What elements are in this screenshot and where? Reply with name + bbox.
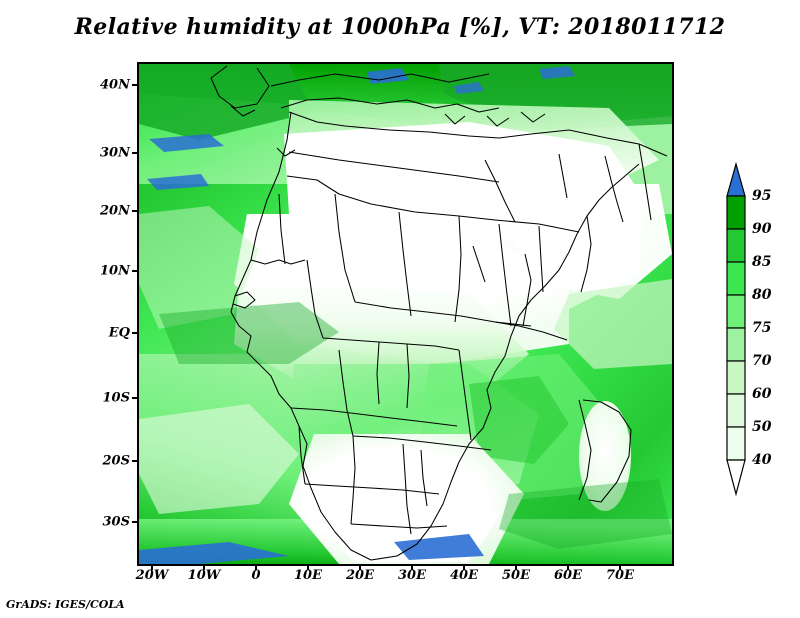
grads-attribution: GrADS: IGES/COLA: [6, 598, 125, 611]
x-tick-label-60E: 60E: [554, 568, 582, 583]
x-tick-mark: [463, 564, 465, 570]
colorbar-band-80-85: [726, 261, 746, 296]
x-tick-label-10E: 10E: [294, 568, 322, 583]
colorbar-over-arrow: [726, 161, 746, 197]
x-tick-label-50E: 50E: [502, 568, 530, 583]
y-tick-label-10S: 10S: [102, 390, 130, 406]
colorbar-label-40: 40: [752, 452, 772, 468]
y-tick-label-10N: 10N: [100, 263, 130, 279]
x-tick-label-20W: 20W: [135, 568, 169, 583]
colorbar-band-90-95: [726, 195, 746, 230]
colorbar-band-70-75: [726, 327, 746, 362]
y-tick-label-EQ: EQ: [108, 325, 130, 341]
y-tick-label-40N: 40N: [100, 77, 130, 93]
y-tick-label-20N: 20N: [100, 203, 130, 219]
x-tick-label-40E: 40E: [450, 568, 478, 583]
x-tick-mark: [203, 564, 205, 570]
y-tick-mark: [132, 270, 138, 272]
y-tick-mark: [132, 521, 138, 523]
colorbar-band-60-70: [726, 360, 746, 395]
x-tick-label-20E: 20E: [346, 568, 374, 583]
x-tick-mark: [619, 564, 621, 570]
coastline-border-layer: [210, 65, 668, 561]
colorbar-band-75-80: [726, 294, 746, 329]
colorbar-label-90: 90: [752, 221, 772, 237]
colorbar-band-50-60: [726, 393, 746, 428]
colorbar-band-40-50: [726, 426, 746, 461]
x-tick-mark: [515, 564, 517, 570]
y-tick-mark: [132, 210, 138, 212]
y-tick-label-30N: 30N: [100, 145, 130, 161]
colorbar-band-85-90: [726, 228, 746, 263]
y-tick-mark: [132, 332, 138, 334]
colorbar-under-arrow: [726, 459, 746, 497]
colorbar-svg: [726, 161, 746, 497]
x-tick-label-0: 0: [251, 568, 261, 583]
colorbar-label-80: 80: [752, 287, 772, 303]
y-tick-mark: [132, 84, 138, 86]
x-tick-mark: [411, 564, 413, 570]
x-tick-mark: [151, 564, 153, 570]
y-tick-mark: [132, 152, 138, 154]
y-tick-label-30S: 30S: [102, 514, 130, 530]
x-tick-mark: [255, 564, 257, 570]
x-tick-mark: [359, 564, 361, 570]
colorbar-label-60: 60: [752, 386, 772, 402]
colorbar-label-95: 95: [752, 188, 772, 204]
humidity-field-layer: [139, 64, 672, 564]
x-tick-label-30E: 30E: [398, 568, 426, 583]
humidity-map-svg: [139, 64, 672, 564]
colorbar-label-85: 85: [752, 254, 772, 270]
map-plot-area[interactable]: [137, 62, 674, 566]
y-tick-mark: [132, 397, 138, 399]
colorbar-legend[interactable]: 95 90 85 80 75 70 60 50 40: [700, 124, 796, 500]
colorbar-label-75: 75: [752, 320, 772, 336]
x-tick-label-70E: 70E: [606, 568, 634, 583]
colorbar-label-50: 50: [752, 419, 772, 435]
y-tick-mark: [132, 460, 138, 462]
page-title: Relative humidity at 1000hPa [%], VT: 20…: [74, 14, 726, 40]
x-tick-mark: [567, 564, 569, 570]
x-tick-mark: [307, 564, 309, 570]
colorbar-label-70: 70: [752, 353, 772, 369]
x-tick-label-10W: 10W: [187, 568, 221, 583]
y-tick-label-20S: 20S: [102, 453, 130, 469]
